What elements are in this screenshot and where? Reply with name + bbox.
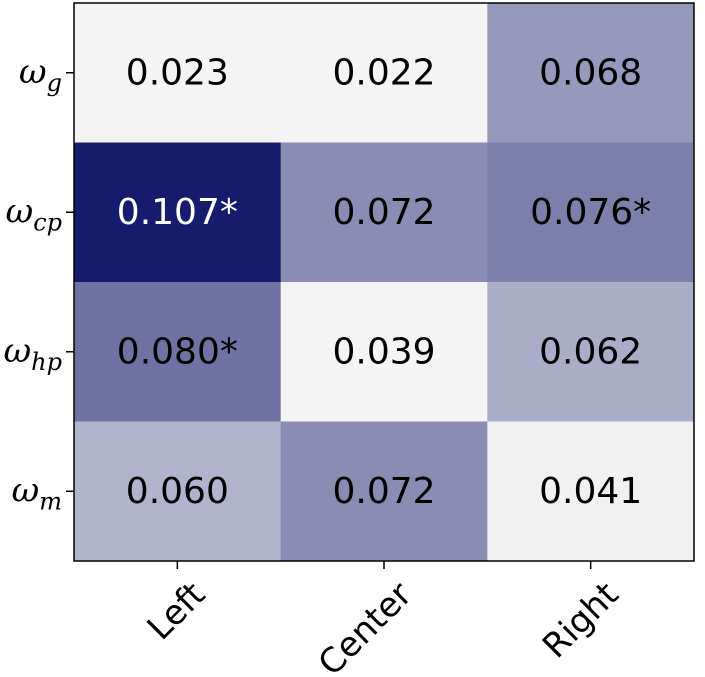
heatmap-cell <box>487 142 695 283</box>
cell-value-label: 0.041 <box>539 471 642 512</box>
heatmap-cell <box>280 282 488 422</box>
x-tick-label: Left <box>140 575 214 649</box>
y-tick-symbol: ω <box>12 470 40 510</box>
cell-value-label: 0.039 <box>332 331 435 372</box>
heatmap-cell <box>74 282 282 422</box>
x-tick-label: Right <box>535 575 627 667</box>
heatmap-cell <box>74 421 282 562</box>
x-tick-label: Center <box>311 575 420 677</box>
cell-value-label: 0.023 <box>126 52 229 93</box>
y-tick-label: ωhp <box>3 331 62 376</box>
cell-value-label: 0.080* <box>117 331 238 372</box>
heatmap-cell <box>280 142 488 283</box>
y-tick-label: ωcp <box>5 191 62 236</box>
y-tick-label: ωg <box>19 52 62 97</box>
cell-value-label: 0.076* <box>530 192 651 233</box>
y-tick-symbol: ω <box>19 52 47 92</box>
heatmap-cell <box>280 421 488 562</box>
heatmap-cell <box>74 142 282 283</box>
y-tick-subscript: g <box>47 69 62 97</box>
heatmap-cell <box>487 421 695 562</box>
heatmap-cell <box>487 282 695 422</box>
y-tick-subscript: cp <box>33 208 62 236</box>
y-tick-subscript: m <box>39 487 62 515</box>
cell-value-label: 0.022 <box>332 52 435 93</box>
heatmap-cells <box>74 3 695 562</box>
y-tick-symbol: ω <box>3 331 31 371</box>
cell-labels: 0.023 0.022 0.068 0.107* 0.072 0.076* 0.080* 0.… <box>117 52 651 512</box>
cell-value-label: 0.068 <box>539 52 642 93</box>
y-tick-label: ωm <box>12 470 63 515</box>
cell-value-label: 0.072 <box>332 192 435 233</box>
heatmap-cell <box>487 3 695 143</box>
cell-value-label: 0.062 <box>539 331 642 372</box>
cell-value-label: 0.107* <box>117 192 238 233</box>
heatmap-cell <box>280 3 488 143</box>
cell-value-label: 0.072 <box>332 471 435 512</box>
heatmap-cell <box>74 3 282 143</box>
y-tick-symbol: ω <box>5 191 33 231</box>
y-tick-subscript: hp <box>31 348 62 376</box>
x-axis: Left Center Right <box>140 561 627 677</box>
cell-value-label: 0.060 <box>126 471 229 512</box>
